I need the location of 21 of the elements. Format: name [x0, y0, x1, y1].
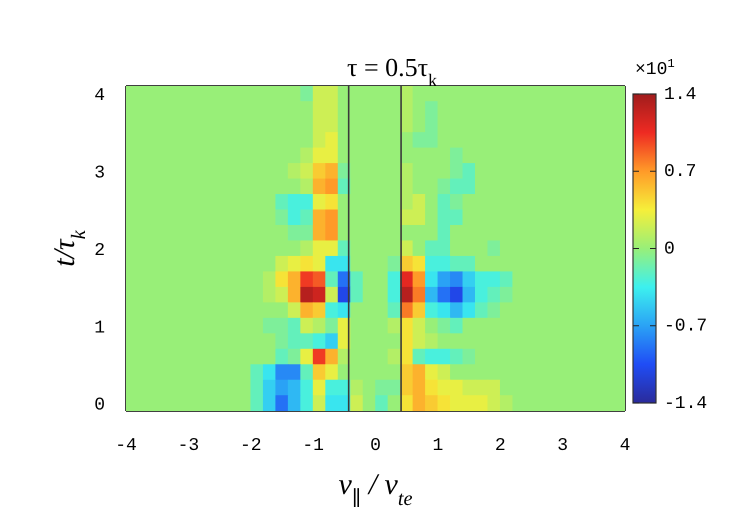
- x-tick-label: -3: [178, 436, 200, 456]
- x-tick-label: -4: [115, 436, 137, 456]
- y-tick-label: 1: [94, 318, 105, 338]
- x-tick-label: 2: [494, 436, 506, 456]
- y-tick-label: 4: [94, 86, 105, 106]
- y-tick-label: 3: [94, 164, 105, 184]
- x-tick-label: 3: [557, 436, 568, 456]
- y-tick-label: 0: [94, 396, 105, 416]
- color-bar-label: 1.4: [664, 84, 696, 105]
- x-tick-label: 1: [432, 436, 444, 456]
- color-bar-label: -0.7: [664, 316, 708, 336]
- y-tick-label: 2: [94, 240, 105, 261]
- color-bar-label: 0: [664, 239, 675, 260]
- x-tick-label: -1: [302, 436, 324, 456]
- color-bar-label: 0.7: [664, 162, 696, 182]
- x-tick-label: 0: [370, 436, 381, 456]
- x-axis-title: v$_{∥}$ / v$_{te}$: [338, 468, 413, 510]
- color-bar-label: -1.4: [664, 394, 708, 414]
- color-bar-title: ×10$^{1}$: [635, 57, 675, 80]
- x-tick-label: 4: [620, 436, 630, 456]
- x-tick-label: -2: [240, 436, 262, 456]
